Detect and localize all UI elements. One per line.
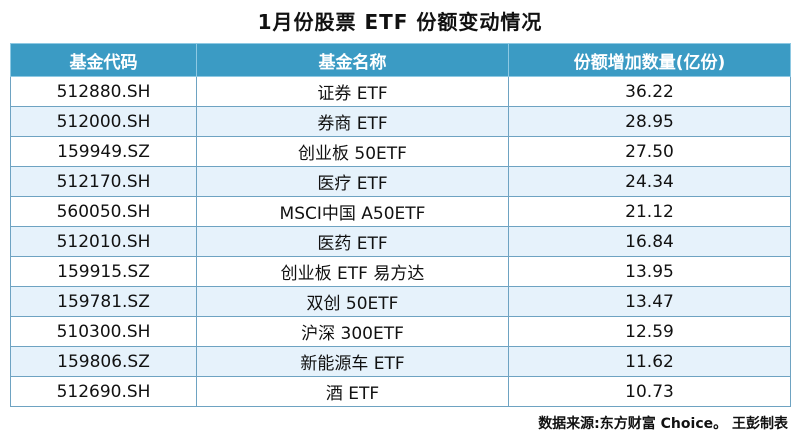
cell-share-increase: 16.84: [508, 226, 791, 257]
cell-fund-name: 医疗 ETF: [196, 166, 509, 197]
table-row: 512010.SH 医药 ETF 16.84: [10, 226, 791, 257]
page-title: 1月份股票 ETF 份额变动情况: [257, 10, 543, 34]
cell-share-increase: 10.73: [508, 376, 791, 407]
cell-fund-name: 证券 ETF: [196, 76, 509, 107]
cell-fund-code: 512690.SH: [10, 376, 197, 407]
cell-fund-code: 159949.SZ: [10, 136, 197, 167]
cell-share-increase: 21.12: [508, 196, 791, 227]
header-fund-code: 基金代码: [10, 43, 197, 77]
source-note: 数据来源:东方财富 Choice。 王彭制表: [538, 416, 788, 432]
table-row: 159781.SZ 双创 50ETF 13.47: [10, 286, 791, 317]
table-row: 512690.SH 酒 ETF 10.73: [10, 376, 791, 407]
cell-share-increase: 24.34: [508, 166, 791, 197]
table-row: 512880.SH 证券 ETF 36.22: [10, 76, 791, 107]
cell-fund-code: 512010.SH: [10, 226, 197, 257]
cell-share-increase: 13.95: [508, 256, 791, 287]
cell-share-increase: 28.95: [508, 106, 791, 137]
table-row: 159806.SZ 新能源车 ETF 11.62: [10, 346, 791, 377]
cell-share-increase: 11.62: [508, 346, 791, 377]
header-fund-name: 基金名称: [196, 43, 509, 77]
table-row: 510300.SH 沪深 300ETF 12.59: [10, 316, 791, 347]
cell-fund-code: 159781.SZ: [10, 286, 197, 317]
cell-share-increase: 36.22: [508, 76, 791, 107]
cell-fund-name: 医药 ETF: [196, 226, 509, 257]
cell-fund-code: 560050.SH: [10, 196, 197, 227]
cell-fund-name: 双创 50ETF: [196, 286, 509, 317]
cell-fund-code: 159915.SZ: [10, 256, 197, 287]
cell-share-increase: 27.50: [508, 136, 791, 167]
cell-fund-name: 券商 ETF: [196, 106, 509, 137]
cell-fund-name: MSCI中国 A50ETF: [196, 196, 509, 227]
cell-fund-code: 159806.SZ: [10, 346, 197, 377]
table-row: 159915.SZ 创业板 ETF 易方达 13.95: [10, 256, 791, 287]
table-row: 159949.SZ 创业板 50ETF 27.50: [10, 136, 791, 167]
cell-share-increase: 13.47: [508, 286, 791, 317]
cell-fund-name: 沪深 300ETF: [196, 316, 509, 347]
table-row: 560050.SH MSCI中国 A50ETF 21.12: [10, 196, 791, 227]
table-row: 512170.SH 医疗 ETF 24.34: [10, 166, 791, 197]
cell-fund-code: 510300.SH: [10, 316, 197, 347]
cell-fund-name: 新能源车 ETF: [196, 346, 509, 377]
etf-share-table: 基金代码 基金名称 份额增加数量(亿份) 512880.SH 证券 ETF 36.2…: [10, 43, 791, 407]
cell-fund-code: 512880.SH: [10, 76, 197, 107]
header-share-increase: 份额增加数量(亿份): [508, 43, 791, 77]
cell-fund-name: 创业板 50ETF: [196, 136, 509, 167]
cell-fund-name: 创业板 ETF 易方达: [196, 256, 509, 287]
cell-fund-code: 512170.SH: [10, 166, 197, 197]
table-row: 512000.SH 券商 ETF 28.95: [10, 106, 791, 137]
cell-fund-code: 512000.SH: [10, 106, 197, 137]
cell-fund-name: 酒 ETF: [196, 376, 509, 407]
cell-share-increase: 12.59: [508, 316, 791, 347]
table-header-row: 基金代码 基金名称 份额增加数量(亿份): [10, 43, 791, 77]
